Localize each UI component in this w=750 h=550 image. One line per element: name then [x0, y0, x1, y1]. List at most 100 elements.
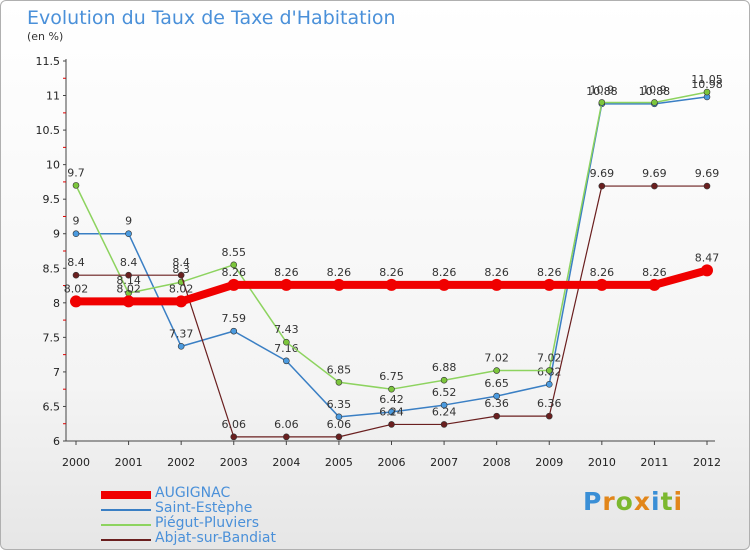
data-label-piegut-pluviers: 6.85 [327, 363, 352, 376]
x-tick-label: 2002 [167, 456, 195, 469]
data-label-abjat-sur-bandiat: 6.24 [432, 405, 457, 418]
data-point-augignac [490, 278, 503, 291]
data-label-saint-estephe: 6.52 [432, 386, 457, 399]
data-label-abjat-sur-bandiat: 8.4 [67, 256, 85, 269]
data-point-abjat-sur-bandiat [440, 421, 448, 428]
x-tick-label: 2003 [220, 456, 248, 469]
data-label-saint-estephe: 6.42 [379, 393, 404, 406]
brand-logo: Proxiti [583, 487, 683, 516]
data-label-piegut-pluviers: 6.88 [432, 361, 457, 374]
x-tick-label: 2012 [693, 456, 721, 469]
data-label-augignac: 8.47 [695, 251, 720, 264]
data-label-saint-estephe: 7.37 [169, 327, 194, 340]
data-label-piegut-pluviers: 10.9 [590, 83, 615, 96]
data-point-saint-estephe [230, 327, 238, 335]
data-point-augignac [701, 264, 713, 277]
data-point-piegut-pluviers [440, 376, 448, 384]
data-point-saint-estephe [545, 381, 553, 388]
data-label-piegut-pluviers: 10.9 [642, 83, 667, 96]
data-label-abjat-sur-bandiat: 6.36 [537, 397, 562, 410]
data-label-augignac: 8.26 [274, 266, 299, 279]
data-point-abjat-sur-bandiat [703, 182, 711, 190]
legend-label: Saint-Estèphe [155, 500, 253, 516]
data-point-abjat-sur-bandiat [335, 433, 343, 441]
data-label-augignac: 8.02 [169, 282, 194, 295]
y-tick-label: 6.5 [43, 400, 61, 413]
data-point-augignac [385, 278, 398, 291]
brand-letter: i [651, 487, 661, 516]
data-label-augignac: 8.26 [327, 266, 352, 279]
x-tick-label: 2010 [588, 456, 616, 469]
data-label-abjat-sur-bandiat: 9.69 [590, 167, 615, 180]
x-tick-label: 2001 [115, 456, 143, 469]
data-point-piegut-pluviers [388, 385, 395, 393]
data-point-piegut-pluviers [703, 88, 711, 96]
data-point-piegut-pluviers [283, 338, 290, 346]
data-point-piegut-pluviers [493, 367, 500, 374]
data-point-abjat-sur-bandiat [230, 433, 238, 441]
data-label-saint-estephe: 7.59 [222, 312, 247, 325]
data-label-augignac: 8.26 [590, 266, 615, 279]
data-point-piegut-pluviers [651, 99, 658, 106]
legend-label: Abjat-sur-Bandiat [155, 530, 276, 546]
data-label-saint-estephe: 10.88 [639, 85, 671, 98]
data-point-piegut-pluviers [335, 378, 343, 386]
legend-label: Piégut-Pluviers [155, 515, 259, 531]
data-point-augignac [332, 278, 345, 291]
data-label-augignac: 8.26 [222, 266, 247, 279]
data-point-abjat-sur-bandiat [177, 271, 185, 279]
data-label-augignac: 8.26 [432, 266, 457, 279]
data-point-abjat-sur-bandiat [493, 412, 500, 420]
data-label-piegut-pluviers: 9.7 [67, 166, 85, 179]
data-point-augignac [175, 295, 188, 308]
y-tick-label: 8 [53, 297, 60, 310]
data-label-augignac: 8.26 [484, 266, 509, 279]
data-point-saint-estephe [440, 401, 448, 409]
data-label-piegut-pluviers: 7.02 [537, 352, 562, 365]
data-point-abjat-sur-bandiat [651, 182, 658, 190]
data-label-abjat-sur-bandiat: 6.06 [274, 418, 299, 431]
legend-swatch [101, 490, 151, 499]
data-point-augignac [543, 278, 556, 291]
data-point-saint-estephe [335, 413, 343, 421]
x-tick-label: 2005 [325, 456, 353, 469]
x-tick-label: 2011 [640, 456, 668, 469]
y-tick-label: 11 [46, 90, 60, 103]
x-tick-label: 2006 [378, 456, 406, 469]
data-label-saint-estephe: 6.35 [327, 398, 352, 411]
data-point-saint-estephe [388, 408, 395, 416]
y-tick-label: 7.5 [43, 331, 61, 344]
data-point-augignac [122, 295, 135, 308]
y-tick-label: 7 [53, 366, 60, 379]
data-point-augignac [595, 278, 608, 291]
data-label-piegut-pluviers: 8.14 [116, 274, 141, 287]
x-tick-label: 2000 [62, 456, 90, 469]
brand-letter: P [583, 487, 603, 516]
legend-label: AUGIGNAC [155, 485, 231, 501]
brand-letter: x [633, 487, 651, 516]
data-point-saint-estephe [125, 230, 132, 238]
legend-swatch [101, 508, 151, 511]
data-label-piegut-pluviers: 11.05 [691, 73, 723, 86]
data-label-abjat-sur-bandiat: 6.06 [222, 418, 247, 431]
y-tick-label: 11.5 [36, 55, 61, 68]
data-label-saint-estephe: 6.65 [484, 377, 509, 390]
data-label-piegut-pluviers: 7.43 [274, 323, 299, 336]
unit-label: (en %) [27, 30, 64, 43]
data-point-saint-estephe [493, 392, 500, 400]
data-label-abjat-sur-bandiat: 6.24 [379, 405, 404, 418]
brand-letter: o [615, 487, 634, 516]
data-label-abjat-sur-bandiat: 9.69 [695, 167, 720, 180]
data-point-augignac [280, 278, 293, 291]
data-point-augignac [70, 295, 82, 308]
data-label-piegut-pluviers: 7.02 [484, 352, 509, 365]
data-label-saint-estephe: 10.88 [586, 85, 618, 98]
y-tick-label: 6 [53, 435, 60, 448]
data-point-abjat-sur-bandiat [283, 433, 290, 441]
data-label-augignac: 8.26 [537, 266, 562, 279]
data-label-piegut-pluviers: 8.3 [172, 263, 190, 276]
data-point-abjat-sur-bandiat [545, 412, 553, 420]
data-label-augignac: 8.26 [379, 266, 404, 279]
